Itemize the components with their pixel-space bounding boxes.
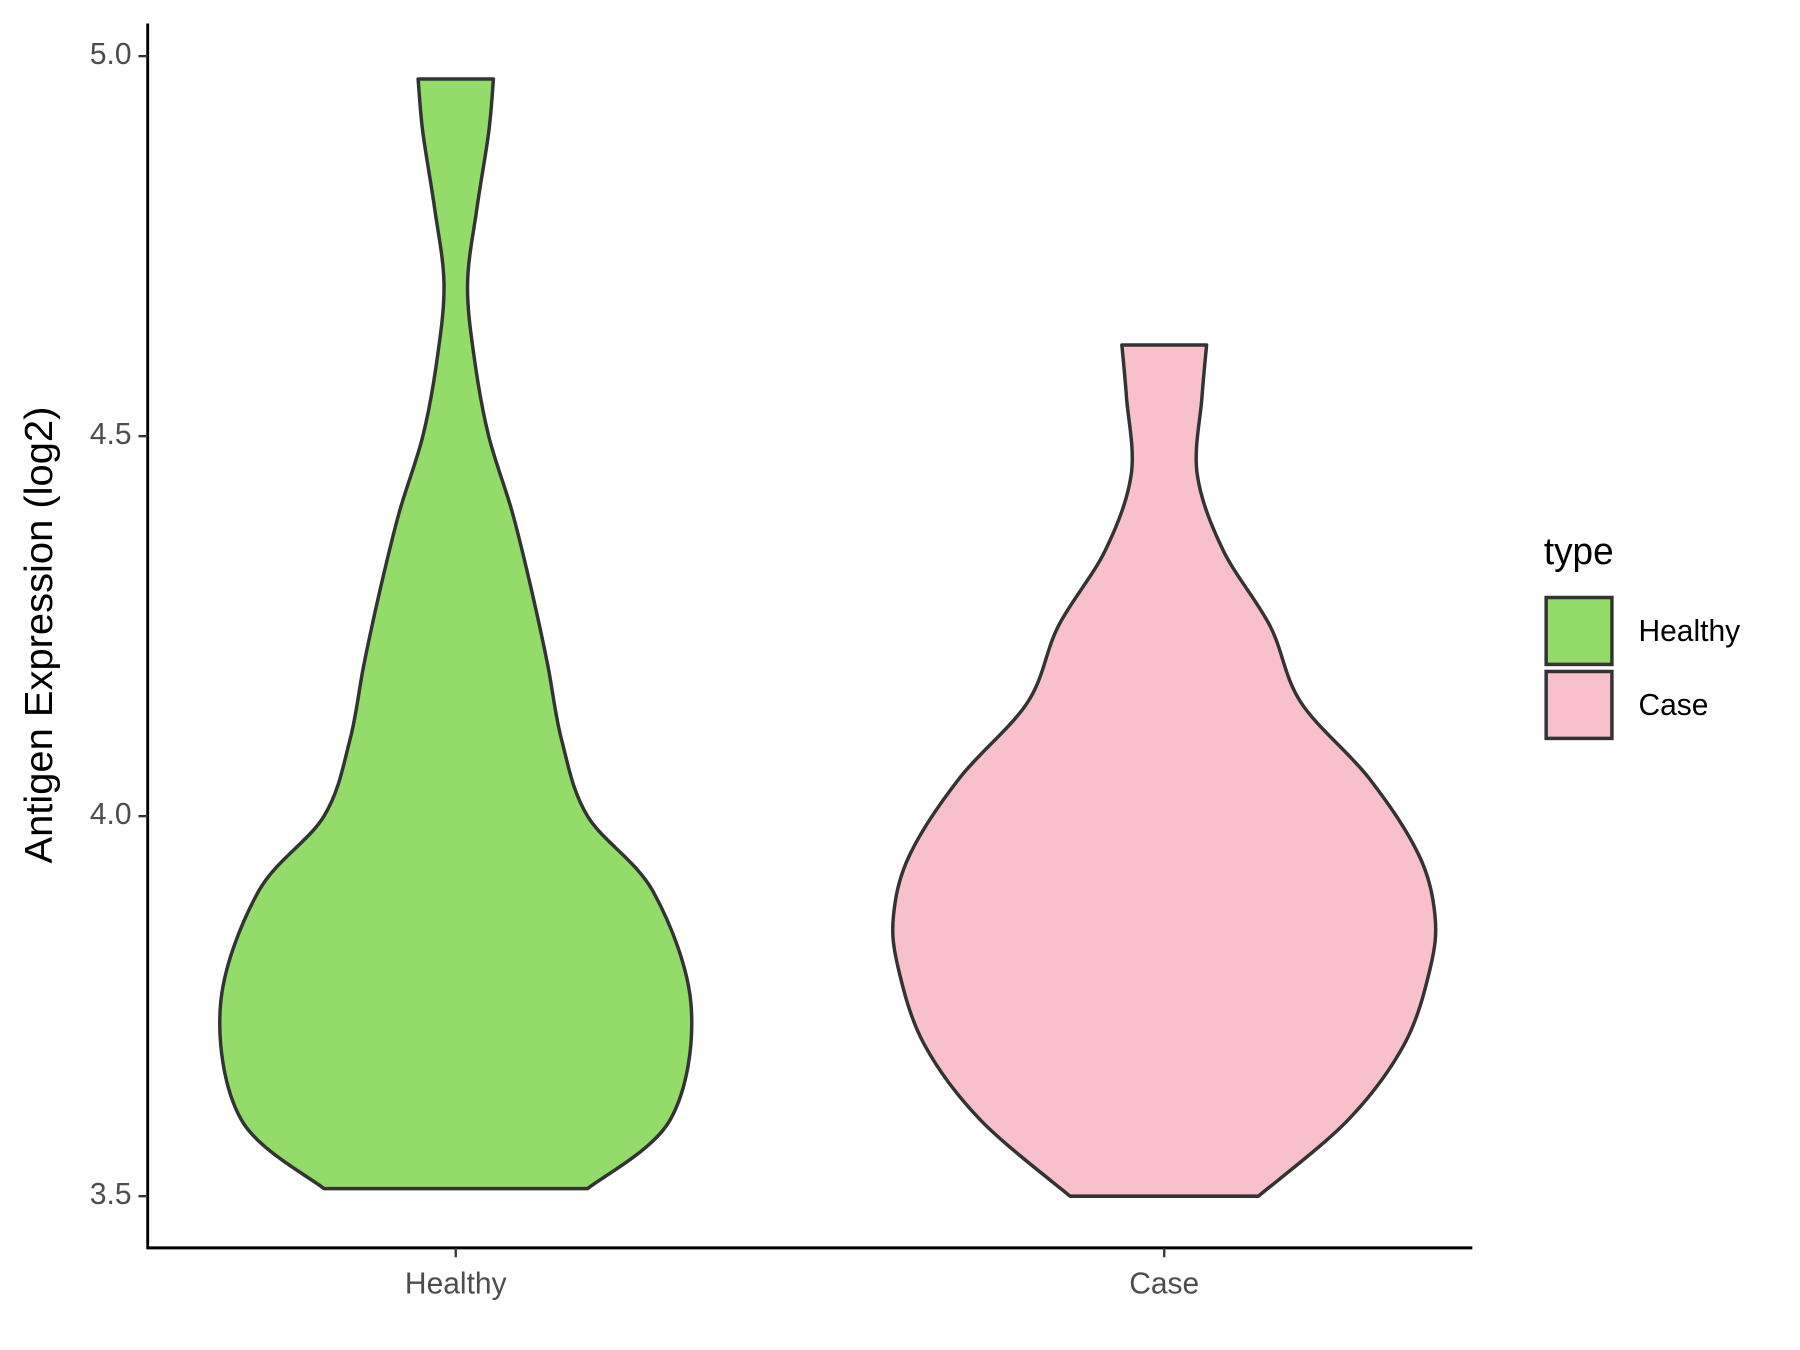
y-tick-label: 5.0 <box>90 38 132 71</box>
x-tick-label: Healthy <box>405 1267 508 1300</box>
x-tick-label: Case <box>1129 1267 1199 1300</box>
legend-swatch <box>1544 595 1614 667</box>
violin <box>218 77 694 1191</box>
y-axis-title: Antigen Expression (log2) <box>17 407 61 864</box>
violin <box>890 343 1438 1198</box>
y-tick-label: 3.5 <box>90 1178 132 1211</box>
legend-label: Healthy <box>1638 615 1741 648</box>
legend-swatch <box>1544 669 1614 741</box>
legend-label: Case <box>1638 689 1708 722</box>
y-tick-label: 4.0 <box>90 798 132 831</box>
legend-title: type <box>1544 530 1614 572</box>
y-tick-label: 4.5 <box>90 418 132 451</box>
